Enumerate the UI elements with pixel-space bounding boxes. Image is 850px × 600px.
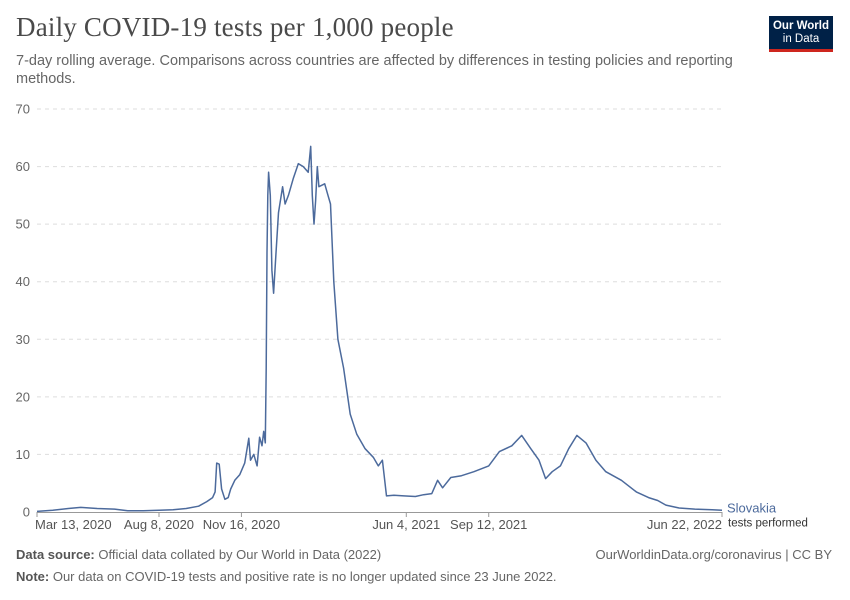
data-source-label: Data source: (16, 547, 95, 562)
chart-title: Daily COVID-19 tests per 1,000 people (16, 12, 454, 42)
note-label: Note: (16, 569, 50, 584)
chart-subtitle: 7-day rolling average. Comparisons acros… (16, 53, 733, 87)
y-tick-label: 60 (16, 159, 30, 174)
owid-logo[interactable]: Our World in Data (769, 16, 833, 52)
x-tick-label: Mar 13, 2020 (35, 517, 112, 532)
x-tick-label: Nov 16, 2020 (203, 517, 280, 532)
x-tick-label: Jun 4, 2021 (372, 517, 440, 532)
x-axis-ticks: Mar 13, 2020 Aug 8, 2020 Nov 16, 2020 Jun 4… (35, 512, 723, 532)
note-text: Our data on COVID-19 tests and positive … (52, 569, 557, 584)
logo-line-2: in Data (782, 33, 820, 45)
series-sublabel: tests performed (728, 517, 808, 529)
y-tick-label: 20 (16, 389, 30, 404)
series-label[interactable]: Slovakia (727, 500, 777, 515)
y-tick-label: 0 (23, 505, 30, 520)
y-gridlines (37, 108, 722, 455)
chart-note: Note: Our data on COVID-19 tests and pos… (16, 569, 557, 584)
y-tick-label: 10 (16, 447, 30, 462)
attribution-link[interactable]: OurWorldinData.org/coronavirus | CC BY (595, 547, 832, 562)
series-group: Slovakia tests performed (36, 145, 808, 529)
data-source-text: Official data collated by Our World in D… (98, 547, 382, 562)
y-tick-label: 40 (16, 274, 30, 289)
series-line-slovakia[interactable] (36, 145, 723, 513)
x-tick-label: Aug 8, 2020 (124, 517, 194, 532)
y-tick-label: 50 (16, 217, 30, 232)
logo-line-1: Our World (772, 20, 829, 32)
x-tick-label: Jun 22, 2022 (647, 517, 722, 532)
y-tick-label: 30 (16, 332, 30, 347)
y-tick-label: 70 (16, 102, 30, 117)
x-tick-label: Sep 12, 2021 (450, 517, 527, 532)
data-source: Data source: Official data collated by O… (16, 547, 381, 562)
y-axis-ticks: 0 10 20 30 40 50 60 70 (16, 102, 30, 520)
